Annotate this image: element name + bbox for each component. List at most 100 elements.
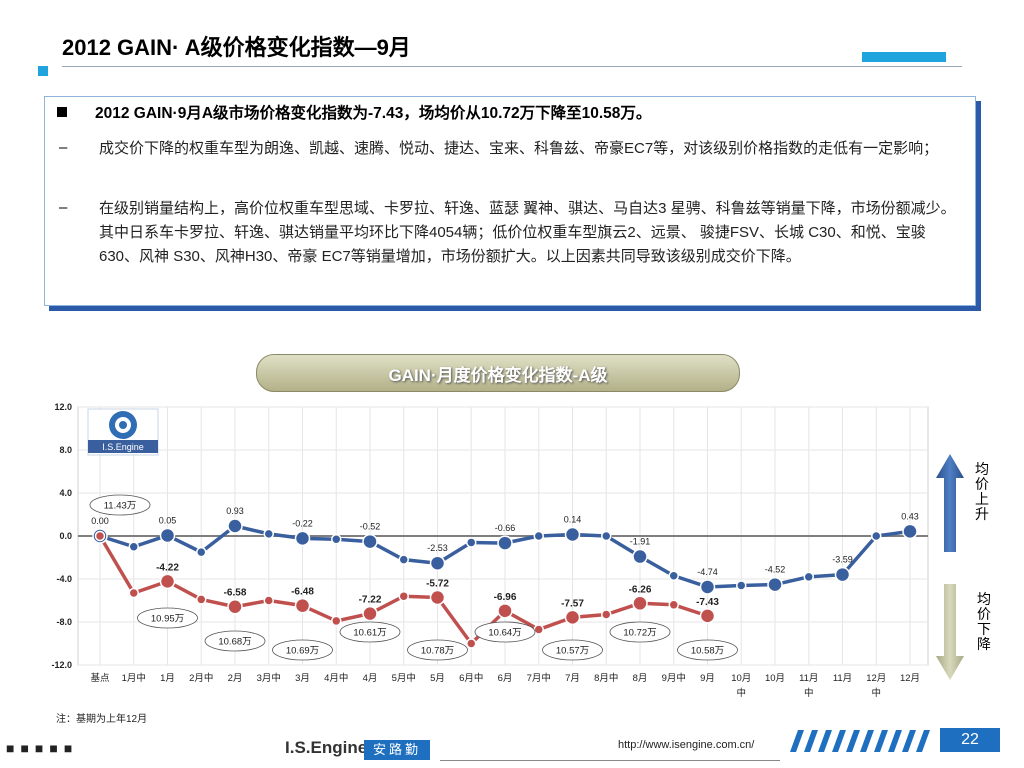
dash-bullet: – — [59, 139, 68, 156]
footer-dots: ■■■■■ — [6, 740, 79, 756]
price-callout-text: 10.78万 — [421, 646, 454, 657]
red-series-data-label: -6.96 — [494, 592, 517, 603]
accent-square — [38, 66, 48, 76]
red-series-point — [497, 603, 513, 619]
blue-series-data-label: -2.53 — [427, 543, 448, 553]
series-points — [92, 518, 918, 649]
x-tick-label: 4月 — [363, 673, 378, 684]
red-series-point — [398, 590, 409, 602]
footer-brand-cn: 安路勤 — [364, 740, 430, 760]
x-tick-label: 5月中 — [392, 672, 416, 684]
red-series-data-label: -7.22 — [359, 595, 382, 606]
blue-series-point — [294, 530, 311, 547]
blue-series-point — [466, 537, 477, 548]
summary-headline: 2012 GAIN·9月A级市场价格变化指数为-7.43，场均价从10.72万下… — [57, 101, 651, 126]
x-tick-label: 3月 — [295, 673, 310, 684]
x-tick-label: 1月 — [160, 673, 175, 684]
price-callout-oval — [339, 621, 401, 643]
x-tick-label: 6月中 — [459, 672, 483, 684]
blue-series-point — [767, 576, 783, 593]
price-index-chart: 12.0 8.0 4.0 0.0 -4.0 -8.0 -12.0 基点 1月中 1月 2月中 2月 3… — [51, 402, 929, 699]
red-series-point — [601, 609, 612, 620]
blue-series-data-label: -3.59 — [832, 555, 853, 565]
down-arrow-icon — [936, 584, 964, 680]
price-callout-oval — [542, 639, 603, 661]
summary-point-1: 成交价下降的权重车型为朗逸、凯越、速腾、悦动、捷达、宝来、科鲁兹、帝豪EC7等，… — [99, 140, 939, 157]
price-callouts: 11.43万 10.95万 10.68万 10.69万 10.61万 10.78万 10.6… — [89, 494, 738, 661]
footnote: 注：基期为上年12月 — [56, 714, 148, 725]
x-tick-label: 基点 — [90, 672, 110, 684]
price-callout-oval — [204, 630, 266, 652]
y-tick-label: -12.0 — [51, 660, 72, 670]
footer-brand: I.S.Engine — [285, 738, 368, 757]
footer-url[interactable]: http://www.isengine.com.cn/ — [618, 739, 755, 751]
red-series-data-label: -6.48 — [291, 587, 314, 598]
blue-series-data-label: -0.66 — [495, 523, 516, 533]
blue-series-point — [362, 533, 378, 550]
y-tick-label: -8.0 — [56, 617, 72, 627]
y-axis-ticks: 12.0 8.0 4.0 0.0 -4.0 -8.0 -12.0 — [51, 402, 72, 670]
price-callout-text: 10.58万 — [691, 646, 724, 657]
isengine-logo: I.S.Engine — [87, 408, 159, 456]
price-callout-text: 10.61万 — [353, 628, 386, 639]
blue-series-point — [803, 571, 814, 583]
blue-series-data-label: -4.52 — [765, 565, 786, 575]
red-series-point — [564, 609, 581, 626]
x-tick-label: 7月中 — [527, 672, 551, 684]
blue-series-point — [497, 535, 513, 551]
price-callout-oval — [474, 621, 536, 643]
x-tick-label: 7月 — [565, 673, 580, 684]
red-series-point — [668, 599, 679, 611]
title-divider — [62, 66, 962, 67]
blue-series-point — [601, 530, 612, 542]
red-series-point — [227, 598, 243, 615]
red-series-data-label: -6.58 — [224, 588, 247, 599]
chart-title-pill: GAIN·月度价格变化指数-A级 — [256, 354, 740, 392]
x-tick-label: 12月 — [866, 673, 886, 684]
y-tick-label: 8.0 — [59, 445, 72, 455]
x-tick-label: 8月 — [633, 673, 648, 684]
red-series-point — [94, 530, 106, 542]
x-tick-label: 3月中 — [257, 672, 281, 684]
blue-series-point — [736, 580, 747, 591]
blue-series-point — [196, 546, 207, 558]
y-tick-label: -4.0 — [56, 574, 72, 584]
price-callout-oval — [677, 639, 738, 661]
price-callout-text: 10.72万 — [623, 628, 656, 639]
price-callout-oval — [272, 639, 333, 661]
red-series-point — [362, 605, 378, 622]
blue-series-point — [128, 541, 139, 552]
blue-series-point — [227, 518, 243, 534]
blue-series-point — [871, 530, 882, 542]
x-tick-label: 中 — [736, 687, 746, 699]
x-tick-label: 8月中 — [594, 672, 618, 684]
y-tick-label: 4.0 — [59, 488, 72, 498]
price-up-label: 均价上升 — [975, 461, 989, 522]
price-callout-text: 10.95万 — [151, 614, 184, 625]
price-callout-text: 10.69万 — [286, 646, 319, 657]
red-series-point — [466, 638, 477, 649]
blue-series-data-label: 0.14 — [564, 514, 582, 524]
x-tick-label: 2月中 — [189, 672, 213, 684]
x-tick-label: 9月中 — [662, 672, 686, 684]
footer-divider — [440, 760, 780, 761]
x-tick-label: 11月 — [799, 673, 818, 684]
red-series-data-label: -4.22 — [156, 562, 179, 573]
blue-series-data-label: 0.43 — [901, 511, 919, 521]
blue-series-point — [564, 526, 581, 543]
x-tick-label: 2月 — [228, 673, 243, 684]
x-tick-label: 4月中 — [324, 672, 348, 684]
red-series-data-label: -7.57 — [561, 598, 584, 609]
blue-series-data-label: -0.22 — [292, 518, 313, 528]
price-callout-oval — [609, 621, 671, 643]
red-series-point — [699, 608, 716, 624]
blue-series-point — [834, 566, 851, 583]
price-callout-text: 10.68万 — [218, 637, 251, 648]
red-series-point — [159, 573, 176, 590]
summary-box: 2012 GAIN·9月A级市场价格变化指数为-7.43，场均价从10.72万下… — [44, 96, 976, 306]
price-callout-text: 11.43万 — [104, 501, 137, 512]
red-series-data-label: -5.72 — [426, 578, 449, 589]
x-tick-label: 中 — [871, 687, 881, 699]
blue-series-point — [398, 554, 409, 565]
x-tick-label: 6月 — [498, 673, 513, 684]
